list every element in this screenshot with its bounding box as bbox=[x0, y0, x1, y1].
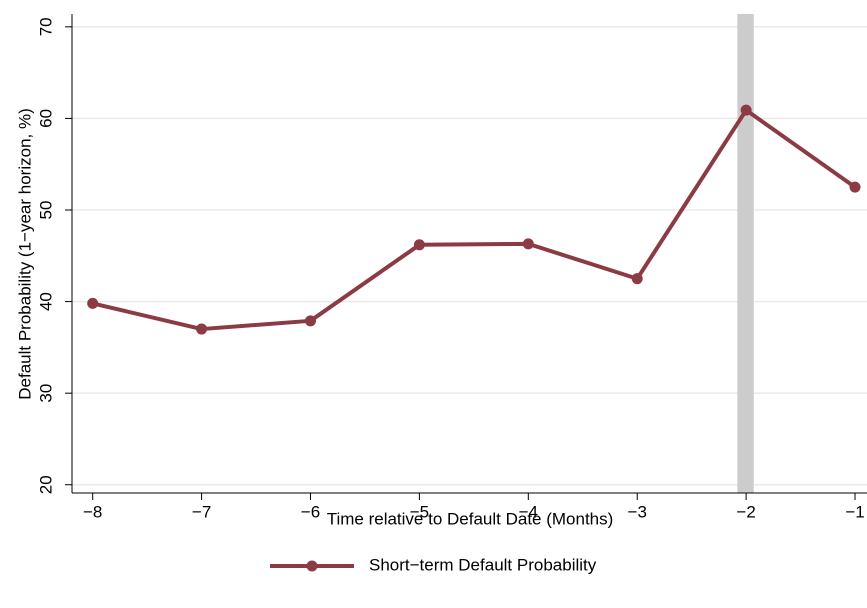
point bbox=[631, 273, 643, 285]
point bbox=[522, 238, 534, 250]
x-axis-title: Time relative to Default Date (Months) bbox=[327, 509, 614, 528]
y-tick-label: 70 bbox=[36, 17, 55, 36]
x-tick-label: −5 bbox=[410, 502, 429, 521]
legend-marker bbox=[306, 560, 318, 572]
x-tick-label: −4 bbox=[519, 502, 538, 521]
legend-label: Short−term Default Probability bbox=[369, 555, 597, 574]
point bbox=[413, 239, 425, 251]
y-tick-label: 30 bbox=[36, 384, 55, 403]
y-tick-label: 40 bbox=[36, 292, 55, 311]
y-tick-label: 50 bbox=[36, 201, 55, 220]
y-tick-label: 20 bbox=[36, 475, 55, 494]
y-tick-label: 60 bbox=[36, 109, 55, 128]
point bbox=[740, 104, 752, 116]
y-axis-title: Default Probability (1−year horizon, %) bbox=[15, 108, 34, 400]
point bbox=[196, 323, 208, 335]
series-line bbox=[92, 108, 857, 332]
x-tick-label: −1 bbox=[845, 502, 864, 521]
x-tick-label: −7 bbox=[192, 502, 211, 521]
x-tick-label: −8 bbox=[83, 502, 102, 521]
point bbox=[87, 297, 99, 309]
point bbox=[849, 181, 861, 193]
x-tick-label: −6 bbox=[301, 502, 320, 521]
highlight-band bbox=[737, 14, 754, 493]
x-tick-label: −2 bbox=[736, 502, 755, 521]
point bbox=[305, 315, 316, 327]
x-tick-label: −3 bbox=[628, 502, 647, 521]
